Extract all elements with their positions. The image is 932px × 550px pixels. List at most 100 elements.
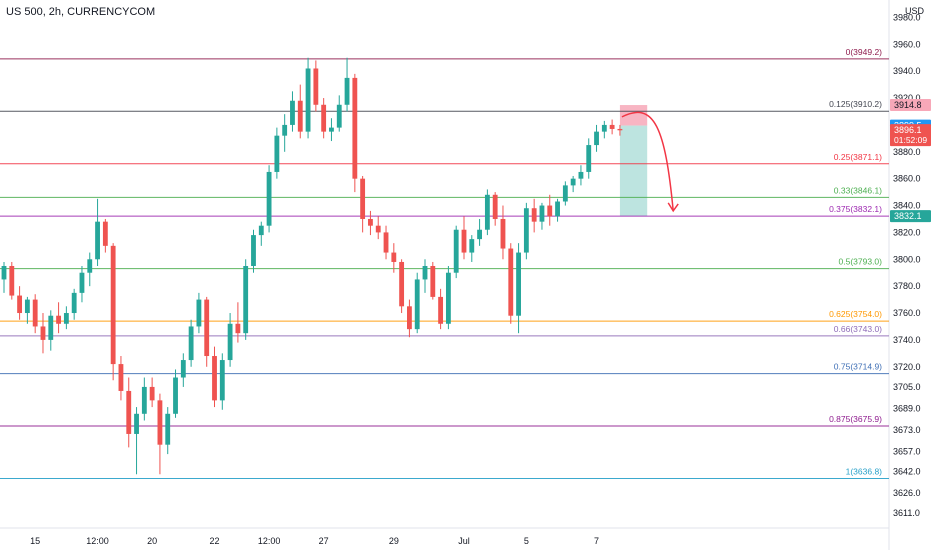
candle-body [274, 135, 280, 172]
candle-body [290, 100, 295, 125]
candle-body [391, 252, 397, 262]
y-tick-label: 3880.0 [893, 147, 921, 157]
candle-body [594, 131, 599, 146]
candle-body [282, 124, 288, 136]
candle-body [500, 218, 506, 249]
candle-body [17, 295, 23, 314]
fib-level-label: 0.875(3675.9) [829, 414, 882, 424]
currency-label: USD [904, 6, 924, 16]
candle-body [547, 205, 553, 217]
candle-body [453, 229, 459, 273]
x-tick-label: 27 [319, 536, 329, 546]
fib-level-label: 0.66(3743.0) [834, 324, 882, 334]
candle-body [219, 360, 225, 401]
y-tick-label: 3920.0 [893, 93, 921, 103]
x-tick-label: 7 [594, 536, 599, 546]
candle-body [601, 124, 607, 132]
candle-body [188, 326, 194, 361]
candle-body [414, 279, 420, 330]
price-badge-text: 3832.1 [894, 211, 922, 221]
candle-body [118, 364, 124, 391]
candle-body [617, 128, 623, 131]
candle-body [87, 259, 93, 273]
candle-body [1, 266, 7, 280]
candle-body [56, 315, 61, 324]
candle-body [570, 178, 576, 186]
candle-body [555, 201, 560, 217]
price-badge-text: 3896.1 [894, 125, 922, 135]
fib-level-label: 0.33(3846.1) [834, 185, 882, 195]
candle-body [212, 356, 217, 401]
candle-body [360, 178, 366, 219]
y-tick-label: 3673.0 [893, 425, 921, 435]
chart-title: US 500, 2h, CURRENCYCOM [6, 6, 156, 18]
candle-body [204, 299, 210, 357]
candle-body [562, 185, 568, 202]
y-tick-label: 3657.0 [893, 446, 921, 456]
y-tick-label: 3780.0 [893, 281, 921, 291]
fib-level-label: 0(3949.2) [846, 47, 883, 57]
candle-body [165, 413, 171, 445]
x-tick-label: 12:00 [258, 536, 281, 546]
candle-body [375, 225, 381, 233]
candle-body [477, 229, 483, 240]
y-tick-label: 3980.0 [893, 12, 921, 22]
candle-body [297, 100, 303, 132]
price-badge [890, 210, 931, 223]
candle-body [149, 386, 155, 401]
y-tick-label: 3642.0 [893, 467, 921, 477]
candle-body [469, 239, 475, 253]
x-tick-label: 29 [389, 536, 399, 546]
candle-body [352, 77, 358, 179]
fib-level-label: 0.75(3714.9) [834, 362, 882, 372]
x-tick-label: 22 [209, 536, 219, 546]
candle-body [305, 68, 311, 132]
y-tick-label: 3705.0 [893, 382, 921, 392]
candle-body [508, 248, 514, 316]
x-tick-label: Jul [458, 536, 470, 546]
y-tick-label: 3720.0 [893, 362, 921, 372]
price-badge [890, 124, 931, 147]
candle-body [383, 232, 389, 253]
candle-body [71, 292, 77, 314]
candle-body [321, 104, 327, 132]
price-badge-countdown: 01:52:09 [894, 135, 927, 145]
candle-body [173, 377, 178, 414]
projection-arrow-path [621, 111, 674, 211]
candle-body [227, 323, 233, 361]
candle-body [102, 221, 108, 246]
candle-body [134, 413, 139, 434]
price-badge-text: 3914.8 [894, 100, 922, 110]
candle-body [430, 266, 436, 297]
candle-body [110, 245, 116, 365]
candle-body [492, 194, 498, 219]
candle-body [243, 266, 249, 334]
candle-body [368, 218, 373, 226]
candle-body [24, 299, 30, 314]
fib-level-label: 1(3636.8) [846, 467, 883, 477]
y-tick-label: 3960.0 [893, 39, 921, 49]
fib-level-label: 0.25(3871.1) [834, 152, 882, 162]
x-tick-label: 12:00 [86, 536, 109, 546]
candle-body [180, 360, 186, 378]
fib-level-label: 0.5(3793.0) [839, 257, 883, 267]
candle-body [126, 390, 132, 434]
projection-arrow-head [667, 202, 679, 213]
y-tick-label: 3611.0 [893, 508, 920, 518]
candle-body [40, 326, 46, 340]
y-tick-label: 3820.0 [893, 227, 921, 237]
y-tick-label: 3940.0 [893, 66, 921, 76]
candle-body [461, 229, 467, 253]
candle-body [609, 124, 615, 129]
candle-body [516, 252, 521, 316]
candle-body [578, 171, 584, 179]
candle-body [329, 127, 334, 132]
candle-body [586, 145, 592, 172]
candle-body [406, 306, 412, 330]
y-tick-label: 3860.0 [893, 174, 921, 184]
candle-body [484, 194, 490, 230]
x-tick-label: 5 [524, 536, 529, 546]
candle-body [258, 225, 264, 236]
